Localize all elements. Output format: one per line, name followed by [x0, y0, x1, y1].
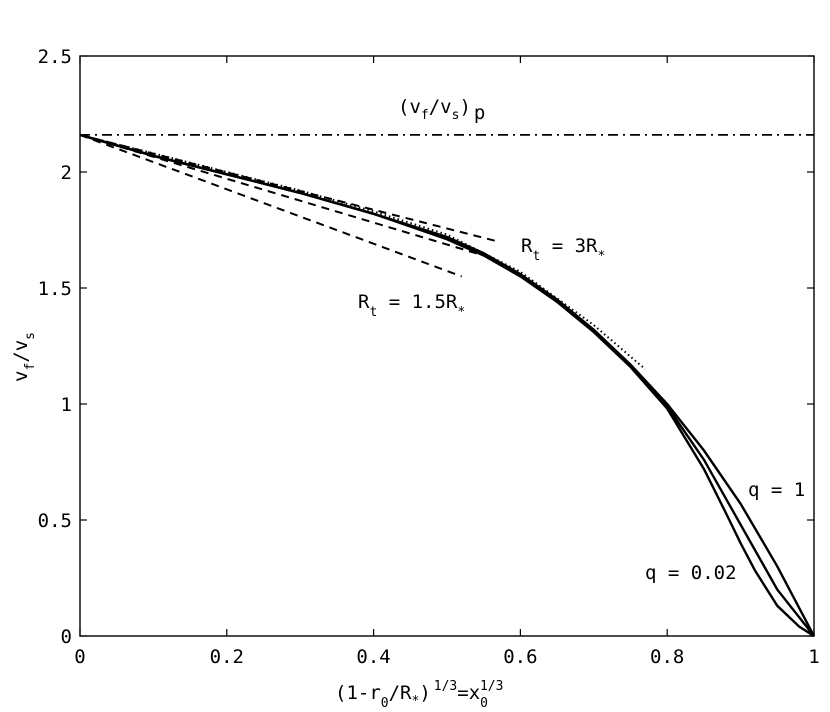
series-line-4 [79, 133, 499, 243]
plot-frame [79, 55, 815, 637]
y-tick-label-4: 2 [61, 162, 72, 184]
y-tick-label-2: 1 [61, 394, 72, 416]
x-tick-label-0: 0 [74, 646, 85, 668]
y-tick-label-1: 0.5 [38, 510, 72, 532]
x-tick-label-2: 0.4 [356, 646, 390, 668]
y-axis-label: vf/vs [10, 332, 38, 382]
x-tick-label-4: 0.8 [650, 646, 684, 668]
annotation-rt-1-5r: Rt = 1.5R* [358, 291, 465, 320]
y-tick-label-3: 1.5 [38, 278, 72, 300]
x-tick-label-1: 0.2 [210, 646, 244, 668]
x-tick-label-5: 1 [808, 646, 819, 668]
x-axis-label: (1-r0/R*) 1/3=x01/3 [335, 679, 503, 711]
plot-area [80, 56, 814, 636]
y-tick-label-5: 2.5 [38, 46, 72, 68]
annotation-q-0-02: q = 0.02 [645, 562, 737, 584]
annotation-q-1: q = 1 [748, 479, 805, 501]
curves-layer [79, 133, 816, 638]
x-tick-label-3: 0.6 [503, 646, 537, 668]
series-line-6 [79, 133, 463, 278]
annotation-vf-vs-p: (vf/vs) p [398, 96, 485, 124]
annotation-rt-3r: Rt = 3R* [521, 235, 605, 264]
series-line-2 [79, 133, 815, 637]
series-line-3 [79, 133, 646, 370]
ticks-layer [79, 55, 815, 637]
y-tick-label-0: 0 [61, 626, 72, 648]
series-line-5 [79, 133, 484, 257]
tick-labels-layer: 0 0.2 0.4 0.6 0.8 1 0 0.5 1 1.5 2 2.5 [38, 46, 820, 668]
